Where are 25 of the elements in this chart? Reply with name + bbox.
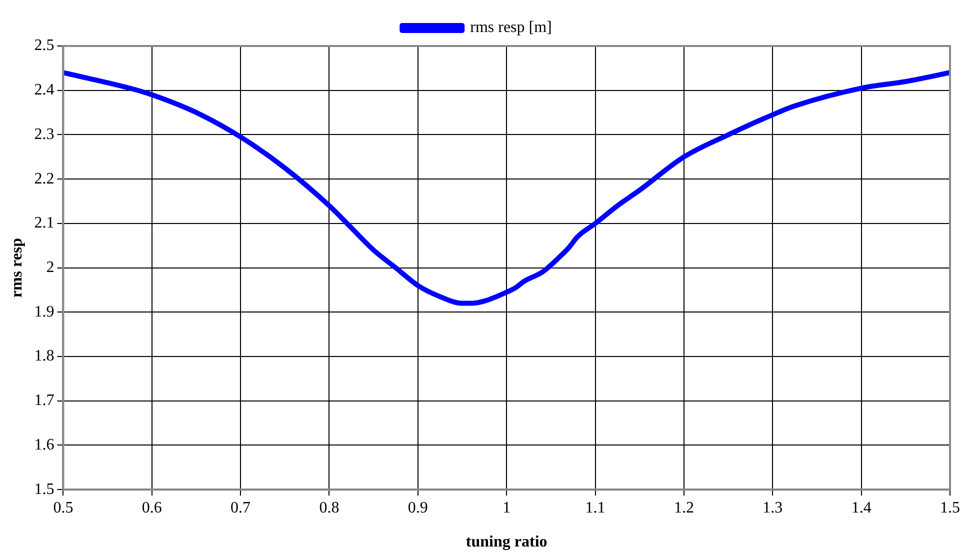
y-tick-label: 1.6 — [34, 436, 54, 454]
y-tick-label: 1.8 — [34, 348, 54, 365]
x-tick-label: 1.2 — [674, 499, 694, 516]
y-tick-label: 1.7 — [34, 392, 54, 410]
x-tick-label: 1.4 — [851, 499, 872, 516]
x-tick-label: 0.7 — [230, 499, 251, 516]
y-tick-label: 2.5 — [34, 37, 54, 54]
x-tick-label: 0.5 — [53, 499, 74, 516]
x-tick-label: 1 — [502, 499, 511, 516]
legend-label: rms resp [m] — [470, 19, 552, 36]
x-axis-title: tuning ratio — [466, 534, 548, 551]
x-tick-label: 0.6 — [142, 499, 162, 516]
y-tick-label: 1.5 — [34, 480, 54, 498]
y-tick-label: 2.2 — [34, 170, 54, 188]
x-tick-label: 1.5 — [940, 499, 960, 516]
x-tick-label: 0.9 — [408, 499, 428, 516]
x-tick-label: 0.8 — [319, 499, 340, 516]
y-tick-label: 2.3 — [34, 126, 54, 143]
y-tick-label: 2.4 — [34, 82, 54, 99]
y-tick-label: 1.9 — [34, 303, 54, 320]
y-tick-label: 2.1 — [34, 214, 54, 232]
x-tick-label: 1.3 — [762, 499, 783, 516]
y-tick-label: 2 — [46, 259, 54, 276]
y-axis-title: rms resp — [8, 238, 26, 298]
x-tick-label: 1.1 — [585, 499, 606, 516]
